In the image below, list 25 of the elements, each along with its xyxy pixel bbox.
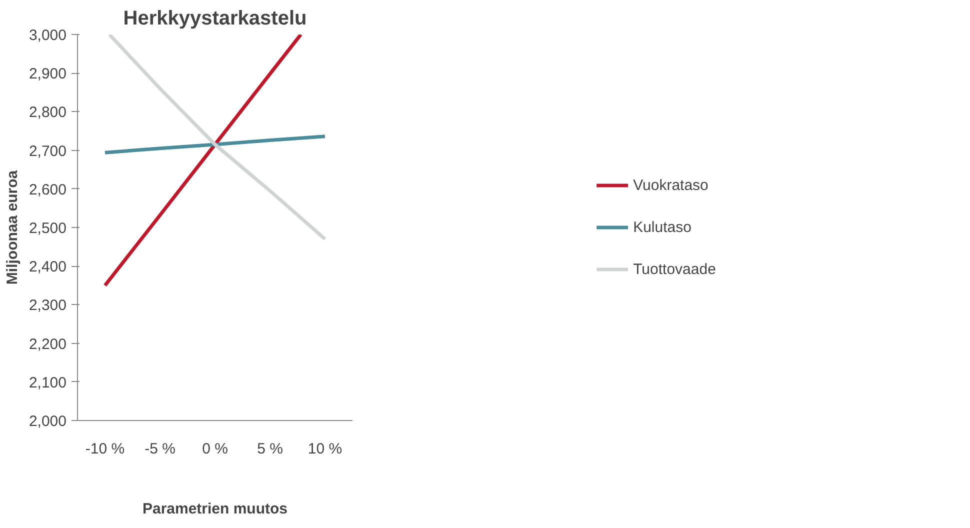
y-tick-label: 2,300 — [28, 297, 67, 314]
y-tick-label: 3,000 — [28, 27, 67, 44]
x-tick-label: 5 % — [257, 440, 283, 458]
y-axis-title: Miljoonaa euroa — [4, 170, 21, 285]
line-series — [108, 34, 327, 241]
y-tick-label: 2,700 — [28, 142, 67, 160]
legend-label: Kulutaso — [633, 218, 692, 236]
y-tick-label: 2,900 — [28, 66, 67, 83]
y-tick-label: 2,000 — [28, 413, 67, 430]
y-tick-label: 2,800 — [28, 104, 67, 122]
x-axis-title: Parametrien muutos — [142, 500, 288, 518]
legend-label: Tuottovaade — [633, 260, 716, 278]
y-tick-label: 2,200 — [28, 336, 67, 353]
y-tick-label: 2,600 — [28, 181, 67, 198]
x-tick-label: -10 % — [85, 440, 125, 458]
y-tick-label: 2,500 — [28, 220, 67, 237]
y-tick-label: 2,100 — [28, 374, 67, 392]
line-series — [103, 134, 327, 154]
x-tick-label: 0 % — [202, 440, 228, 458]
line-series — [103, 34, 303, 288]
x-tick-label: 10 % — [308, 440, 342, 458]
x-tick-label: -5 % — [144, 440, 176, 458]
chart-title: Herkkyystarkastelu — [123, 8, 307, 30]
y-tick-label: 2,400 — [28, 258, 67, 276]
legend-label: Vuokrataso — [633, 176, 708, 194]
